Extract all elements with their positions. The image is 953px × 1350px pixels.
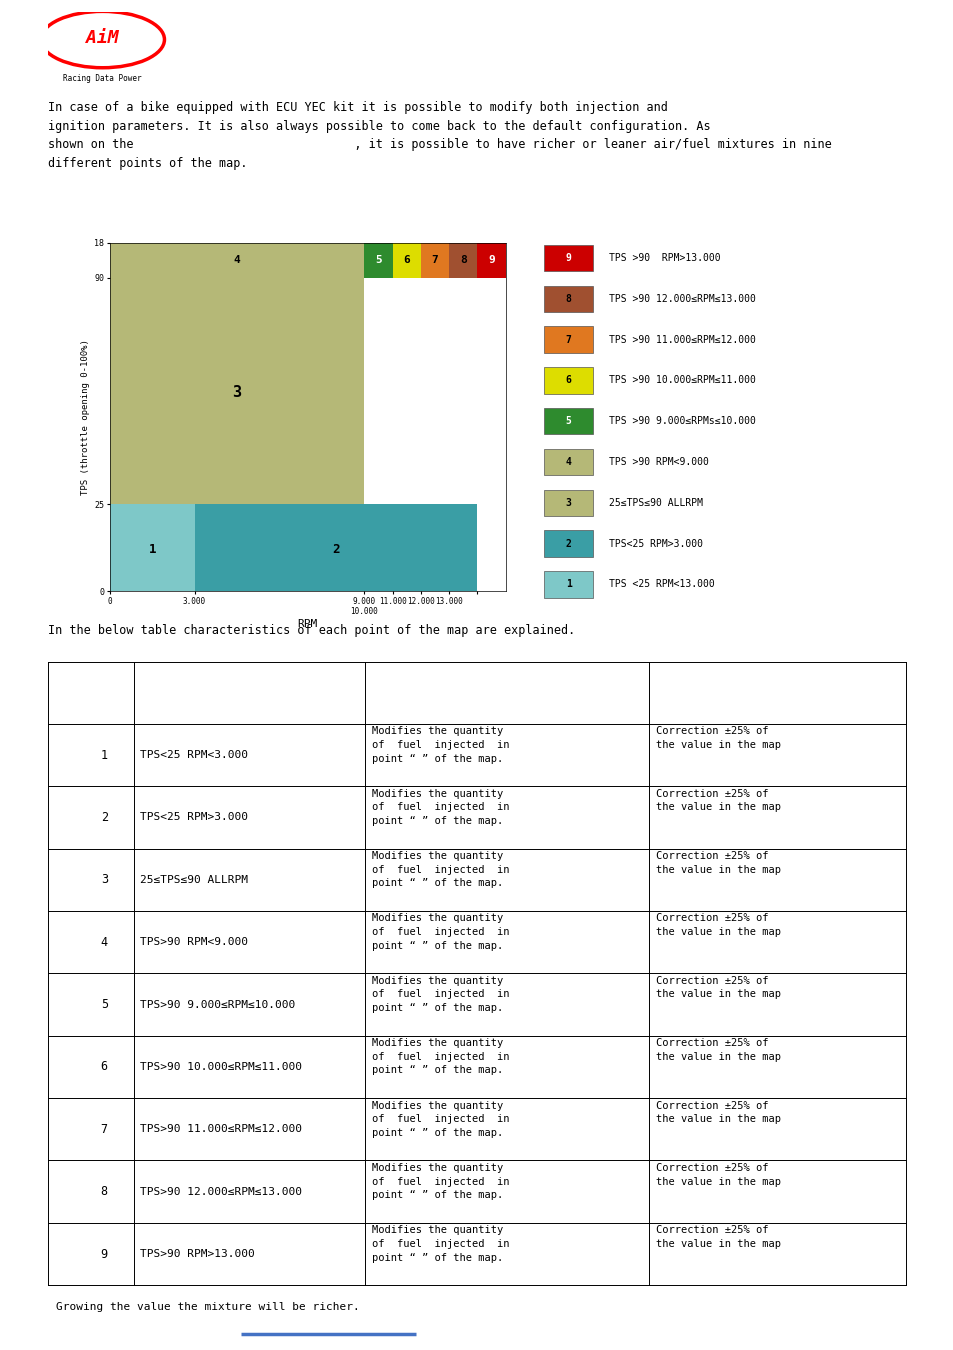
Text: Correction ±25% of
the value in the map: Correction ±25% of the value in the map (655, 976, 780, 999)
Text: TPS >90  RPM>13.000: TPS >90 RPM>13.000 (608, 252, 720, 263)
Text: 2: 2 (332, 543, 339, 556)
Text: Correction ±25% of
the value in the map: Correction ±25% of the value in the map (655, 1038, 780, 1062)
X-axis label: RPM: RPM (297, 620, 317, 629)
Text: In case of a bike equipped with ECU YEC kit it is possible to modify both inject: In case of a bike equipped with ECU YEC … (48, 101, 831, 170)
Text: Correction ±25% of
the value in the map: Correction ±25% of the value in the map (655, 1226, 780, 1249)
Text: TPS>90 RPM<9.000: TPS>90 RPM<9.000 (140, 937, 248, 948)
Text: Racing Data Power: Racing Data Power (63, 74, 142, 82)
Bar (543, 490, 593, 516)
Bar (543, 327, 593, 352)
Text: 5: 5 (565, 416, 571, 427)
Text: Correction ±25% of
the value in the map: Correction ±25% of the value in the map (655, 788, 780, 813)
Text: Modifies the quantity
of  fuel  injected  in
point “ ” of the map.: Modifies the quantity of fuel injected i… (372, 1100, 509, 1138)
Text: TPS >90 12.000≤RPM≤13.000: TPS >90 12.000≤RPM≤13.000 (608, 294, 755, 304)
Bar (543, 286, 593, 312)
Text: TPS >90 RPM<9.000: TPS >90 RPM<9.000 (608, 458, 708, 467)
Text: 3: 3 (565, 498, 571, 508)
Text: TPS>90 RPM>13.000: TPS>90 RPM>13.000 (140, 1249, 254, 1260)
Bar (543, 448, 593, 475)
Text: 9: 9 (565, 252, 571, 263)
Text: TPS>90 11.000≤RPM≤12.000: TPS>90 11.000≤RPM≤12.000 (140, 1125, 302, 1134)
Text: Growing the value the mixture will be richer.: Growing the value the mixture will be ri… (56, 1301, 360, 1312)
Bar (543, 244, 593, 271)
Text: Correction ±25% of
the value in the map: Correction ±25% of the value in the map (655, 1100, 780, 1125)
Text: 7: 7 (565, 335, 571, 344)
Text: 8: 8 (101, 1185, 108, 1199)
Text: Modifies the quantity
of  fuel  injected  in
point “ ” of the map.: Modifies the quantity of fuel injected i… (372, 1162, 509, 1200)
Text: AiM: AiM (87, 28, 119, 47)
Text: 25≤TPS≤90 ALLRPM: 25≤TPS≤90 ALLRPM (140, 875, 248, 884)
Text: 4: 4 (101, 936, 108, 949)
Bar (543, 408, 593, 435)
Bar (543, 367, 593, 394)
Text: Modifies the quantity
of  fuel  injected  in
point “ ” of the map.: Modifies the quantity of fuel injected i… (372, 788, 509, 826)
Text: TPS<25 RPM>3.000: TPS<25 RPM>3.000 (140, 813, 248, 822)
Text: 1: 1 (149, 543, 155, 556)
Text: 8: 8 (565, 294, 571, 304)
Text: TPS <25 RPM<13.000: TPS <25 RPM<13.000 (608, 579, 714, 590)
Text: 25≤TPS≤90 ALLRPM: 25≤TPS≤90 ALLRPM (608, 498, 702, 508)
Text: TPS >90 10.000≤RPM≤11.000: TPS >90 10.000≤RPM≤11.000 (608, 375, 755, 385)
Text: Correction ±25% of
the value in the map: Correction ±25% of the value in the map (655, 1162, 780, 1187)
Text: 4: 4 (233, 255, 240, 266)
Text: 6: 6 (101, 1060, 108, 1073)
Text: TPS>90 9.000≤RPM≤10.000: TPS>90 9.000≤RPM≤10.000 (140, 999, 295, 1010)
Bar (543, 531, 593, 556)
Text: 7: 7 (101, 1123, 108, 1135)
Text: Modifies the quantity
of  fuel  injected  in
point “ ” of the map.: Modifies the quantity of fuel injected i… (372, 1038, 509, 1076)
Text: 5: 5 (375, 255, 381, 266)
Text: 7: 7 (431, 255, 437, 266)
Text: 2: 2 (101, 811, 108, 824)
Text: Modifies the quantity
of  fuel  injected  in
point “ ” of the map.: Modifies the quantity of fuel injected i… (372, 1226, 509, 1262)
Text: 1: 1 (101, 748, 108, 761)
Text: TPS<25 RPM>3.000: TPS<25 RPM>3.000 (608, 539, 702, 548)
Text: Modifies the quantity
of  fuel  injected  in
point “ ” of the map.: Modifies the quantity of fuel injected i… (372, 726, 509, 764)
Text: 4: 4 (565, 458, 571, 467)
Text: 2: 2 (565, 539, 571, 548)
Text: 3: 3 (233, 385, 241, 400)
Text: 9: 9 (101, 1247, 108, 1261)
Text: 9: 9 (488, 255, 495, 266)
Text: TPS>90 10.000≤RPM≤11.000: TPS>90 10.000≤RPM≤11.000 (140, 1062, 302, 1072)
Text: Modifies the quantity
of  fuel  injected  in
point “ ” of the map.: Modifies the quantity of fuel injected i… (372, 914, 509, 950)
Text: Correction ±25% of
the value in the map: Correction ±25% of the value in the map (655, 726, 780, 751)
Text: Correction ±25% of
the value in the map: Correction ±25% of the value in the map (655, 914, 780, 937)
Text: Correction ±25% of
the value in the map: Correction ±25% of the value in the map (655, 850, 780, 875)
Text: Modifies the quantity
of  fuel  injected  in
point “ ” of the map.: Modifies the quantity of fuel injected i… (372, 850, 509, 888)
Text: 6: 6 (403, 255, 410, 266)
Text: TPS<25 RPM<3.000: TPS<25 RPM<3.000 (140, 751, 248, 760)
Text: Modifies the quantity
of  fuel  injected  in
point “ ” of the map.: Modifies the quantity of fuel injected i… (372, 976, 509, 1012)
Text: 3: 3 (101, 873, 108, 887)
Text: 6: 6 (565, 375, 571, 385)
Text: TPS >90 9.000≤RPMs≤10.000: TPS >90 9.000≤RPMs≤10.000 (608, 416, 755, 427)
Text: TPS>90 12.000≤RPM≤13.000: TPS>90 12.000≤RPM≤13.000 (140, 1187, 302, 1196)
Text: TPS >90 11.000≤RPM≤12.000: TPS >90 11.000≤RPM≤12.000 (608, 335, 755, 344)
Text: 5: 5 (101, 998, 108, 1011)
Text: 1: 1 (565, 579, 571, 590)
Bar (543, 571, 593, 598)
Text: 8: 8 (459, 255, 466, 266)
Text: In the below table characteristics of each point of the map are explained.: In the below table characteristics of ea… (48, 624, 575, 637)
Y-axis label: TPS (throttle opening 0-100%): TPS (throttle opening 0-100%) (81, 339, 90, 495)
